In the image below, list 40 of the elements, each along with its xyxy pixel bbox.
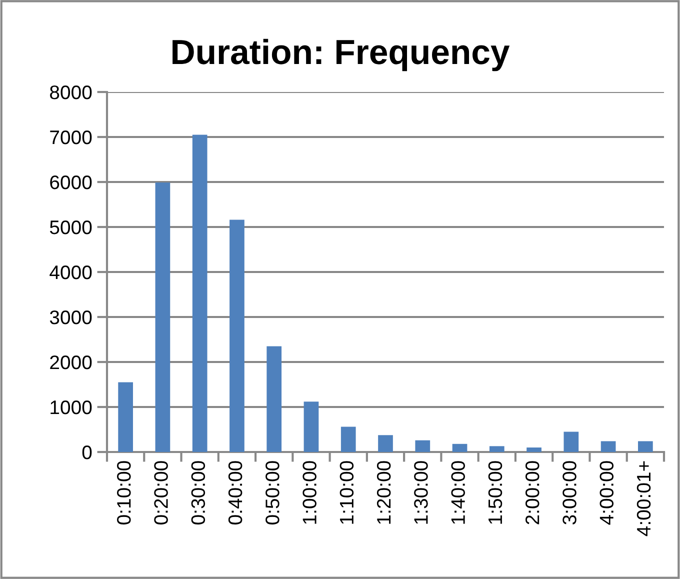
x-tick-label: 0:50:00 xyxy=(266,461,280,524)
bar xyxy=(118,382,133,452)
x-tick-label: 1:50:00 xyxy=(488,461,502,524)
x-tick-label: 4:00:01+ xyxy=(636,461,651,536)
x-tick-label: 1:40:00 xyxy=(451,461,465,524)
x-tick-label: 1:30:00 xyxy=(414,461,428,524)
bar xyxy=(155,182,170,452)
bar xyxy=(452,444,468,452)
x-tick-label: 0:30:00 xyxy=(191,461,206,524)
y-tick-label: 8000 xyxy=(50,85,92,100)
y-tick-label: 2000 xyxy=(50,355,92,370)
x-tick-label: 1:20:00 xyxy=(376,461,391,524)
chart-title: Duration: Frequency xyxy=(172,38,510,72)
bar xyxy=(638,441,653,452)
bar xyxy=(526,448,542,452)
x-tick-label: 4:00:00 xyxy=(600,461,614,525)
bar xyxy=(378,435,393,452)
y-tick-label: 7000 xyxy=(50,130,92,144)
bar xyxy=(489,446,504,452)
bar xyxy=(266,346,282,452)
bar xyxy=(230,220,244,452)
x-tick-label: 0:20:00 xyxy=(154,461,168,524)
x-tick-label: 3:00:00 xyxy=(562,461,576,524)
y-tick-label: 3000 xyxy=(50,310,92,324)
x-tick-label: 1:00:00 xyxy=(302,461,316,524)
y-tick-label: 6000 xyxy=(50,175,92,190)
x-tick-label: 0:10:00 xyxy=(117,461,131,524)
bar xyxy=(340,426,356,452)
y-tick-label: 5000 xyxy=(50,220,92,234)
y-tick-label: 1000 xyxy=(50,400,92,414)
x-tick-label: 1:10:00 xyxy=(340,461,354,524)
y-tick-label: 0 xyxy=(82,445,92,460)
x-tick-label: 2:00:00 xyxy=(525,461,540,524)
bar xyxy=(304,402,319,452)
x-tick-label: 0:40:00 xyxy=(228,461,242,524)
bar xyxy=(415,440,430,452)
bar xyxy=(564,432,579,452)
bar xyxy=(600,441,616,452)
y-tick-label: 4000 xyxy=(50,265,92,280)
bar xyxy=(192,134,208,452)
